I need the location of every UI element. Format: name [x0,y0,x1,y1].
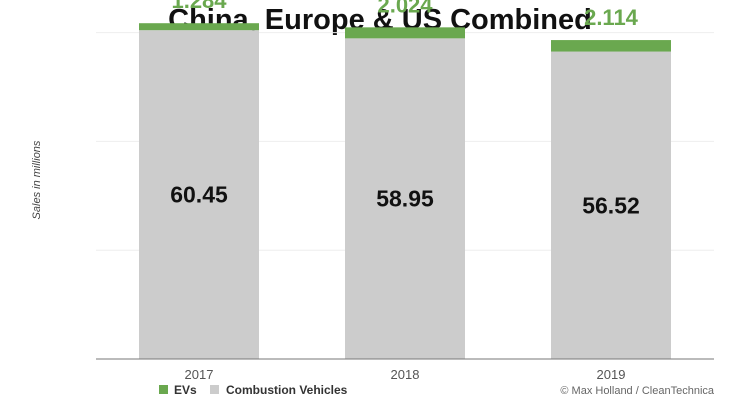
data-label-evs-2018: 2.024 [377,0,433,17]
x-tick-2017: 2017 [185,367,214,382]
bar-evs-2019 [551,40,671,52]
data-label-evs-2017: 1.284 [171,0,227,13]
credit-text: © Max Holland / CleanTechnica [560,385,715,397]
x-axis-ticks: 2017 2018 2019 [185,367,626,382]
legend-swatch-combustion-vehicles [210,385,219,394]
bar-evs-2017 [139,23,259,31]
bar-combustion-vehicles-2018 [345,38,465,360]
x-tick-2019: 2019 [597,367,626,382]
data-label-combustion-2017: 60.45 [170,182,228,208]
data-label-combustion-2018: 58.95 [376,186,434,212]
data-label-evs-2019: 2.114 [584,5,639,30]
bar-combustion-vehicles-2019 [551,51,671,359]
x-tick-2018: 2018 [391,367,420,382]
y-axis-label: Sales in millions [31,140,43,219]
bar-evs-2018 [345,27,465,39]
bars: 60.45 1.284 58.95 2.024 56.52 2.114 [139,0,671,360]
data-label-combustion-2019: 56.52 [582,192,640,218]
bar-combustion-vehicles-2017 [139,30,259,360]
legend-label-combustion-vehicles: Combustion Vehicles [226,383,348,397]
legend-swatch-evs [159,385,168,394]
legend-label-evs: EVs [174,383,197,397]
legend: EVs Combustion Vehicles [159,383,348,397]
